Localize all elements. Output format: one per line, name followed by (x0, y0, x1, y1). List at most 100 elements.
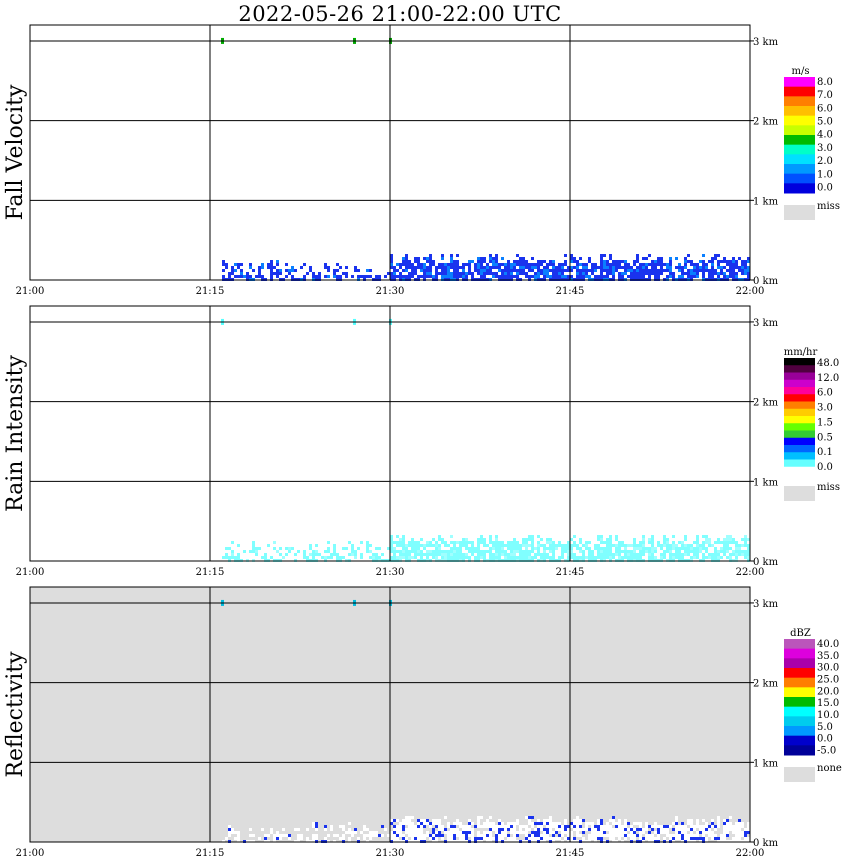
echo-pixel (648, 263, 651, 266)
echo-pixel (624, 819, 627, 822)
echo-pixel (558, 541, 561, 544)
echo-pixel (366, 544, 369, 547)
echo-pixel (516, 831, 519, 834)
echo-pixel (504, 556, 507, 559)
echo-pixel (537, 828, 540, 831)
echo-pixel (525, 828, 528, 831)
echo-pixel (522, 263, 525, 266)
echo-pixel (507, 556, 510, 559)
echo-pixel (684, 260, 687, 263)
echo-pixel (558, 269, 561, 272)
echo-pixel (450, 828, 453, 831)
echo-pixel (420, 538, 423, 541)
echo-pixel (738, 553, 741, 556)
echo-pixel (228, 831, 231, 834)
echo-pixel (600, 556, 603, 559)
echo-pixel (654, 837, 657, 840)
echo-pixel (489, 254, 492, 257)
echo-pixel (522, 266, 525, 269)
echo-pixel (726, 263, 729, 266)
echo-pixel (240, 269, 243, 272)
echo-pixel (435, 269, 438, 272)
echo-pixel (429, 254, 432, 257)
echo-pixel (411, 541, 414, 544)
echo-pixel (537, 272, 540, 275)
echo-pixel (495, 831, 498, 834)
echo-pixel (546, 547, 549, 550)
echo-pixel (705, 837, 708, 840)
echo-pixel (621, 834, 624, 837)
echo-pixel (537, 547, 540, 550)
echo-pixel (567, 837, 570, 840)
echo-pixel (315, 828, 318, 831)
echo-pixel (510, 553, 513, 556)
echo-pixel (684, 263, 687, 266)
echo-pixel (645, 837, 648, 840)
echo-pixel (540, 825, 543, 828)
echo-pixel (513, 828, 516, 831)
echo-pixel (618, 547, 621, 550)
echo-pixel (408, 819, 411, 822)
echo-pixel (684, 266, 687, 269)
echo-pixel (414, 828, 417, 831)
echo-pixel (405, 547, 408, 550)
echo-pixel (477, 553, 480, 556)
echo-pixel (678, 556, 681, 559)
echo-pixel (234, 269, 237, 272)
echo-pixel (414, 541, 417, 544)
echo-pixel (540, 538, 543, 541)
echo-pixel (555, 272, 558, 275)
echo-pixel (693, 834, 696, 837)
echo-pixel (504, 269, 507, 272)
echo-pixel (435, 822, 438, 825)
echo-pixel (396, 544, 399, 547)
echo-pixel (684, 538, 687, 541)
echo-pixel (534, 828, 537, 831)
echo-pixel (429, 266, 432, 269)
echo-pixel (609, 547, 612, 550)
legend-swatch (784, 677, 815, 688)
echo-pixel (465, 825, 468, 828)
echo-pixel (711, 822, 714, 825)
echo-pixel (261, 263, 264, 266)
echo-pixel (492, 828, 495, 831)
echo-pixel (678, 553, 681, 556)
echo-pixel (684, 831, 687, 834)
echo-pixel (333, 834, 336, 837)
echo-pixel (435, 272, 438, 275)
echo-pixel (417, 822, 420, 825)
echo-pixel (384, 275, 387, 278)
echo-pixel (435, 547, 438, 550)
echo-pixel (567, 541, 570, 544)
echo-pixel (249, 266, 252, 269)
echo-pixel (738, 550, 741, 553)
echo-pixel (588, 260, 591, 263)
y-tick-label: 0 km (753, 838, 779, 849)
legend-swatch (784, 452, 815, 460)
echo-pixel (231, 272, 234, 275)
echo-pixel (411, 831, 414, 834)
echo-pixel (432, 828, 435, 831)
echo-pixel (552, 834, 555, 837)
echo-pixel (726, 550, 729, 553)
echo-pixel (387, 547, 390, 550)
echo-pixel (402, 834, 405, 837)
echo-pixel (501, 828, 504, 831)
echo-pixel (555, 266, 558, 269)
echo-pixel (687, 269, 690, 272)
echo-pixel (498, 269, 501, 272)
echo-pixel (423, 275, 426, 278)
echo-pixel (537, 263, 540, 266)
echo-pixel (423, 822, 426, 825)
echo-pixel (420, 269, 423, 272)
echo-pixel (402, 822, 405, 825)
echo-pixel (342, 837, 345, 840)
echo-pixel (708, 834, 711, 837)
echo-pixel (738, 837, 741, 840)
echo-pixel (741, 272, 744, 275)
echo-pixel (681, 831, 684, 834)
echo-pixel (693, 828, 696, 831)
echo-pixel (696, 550, 699, 553)
echo-pixel (561, 834, 564, 837)
